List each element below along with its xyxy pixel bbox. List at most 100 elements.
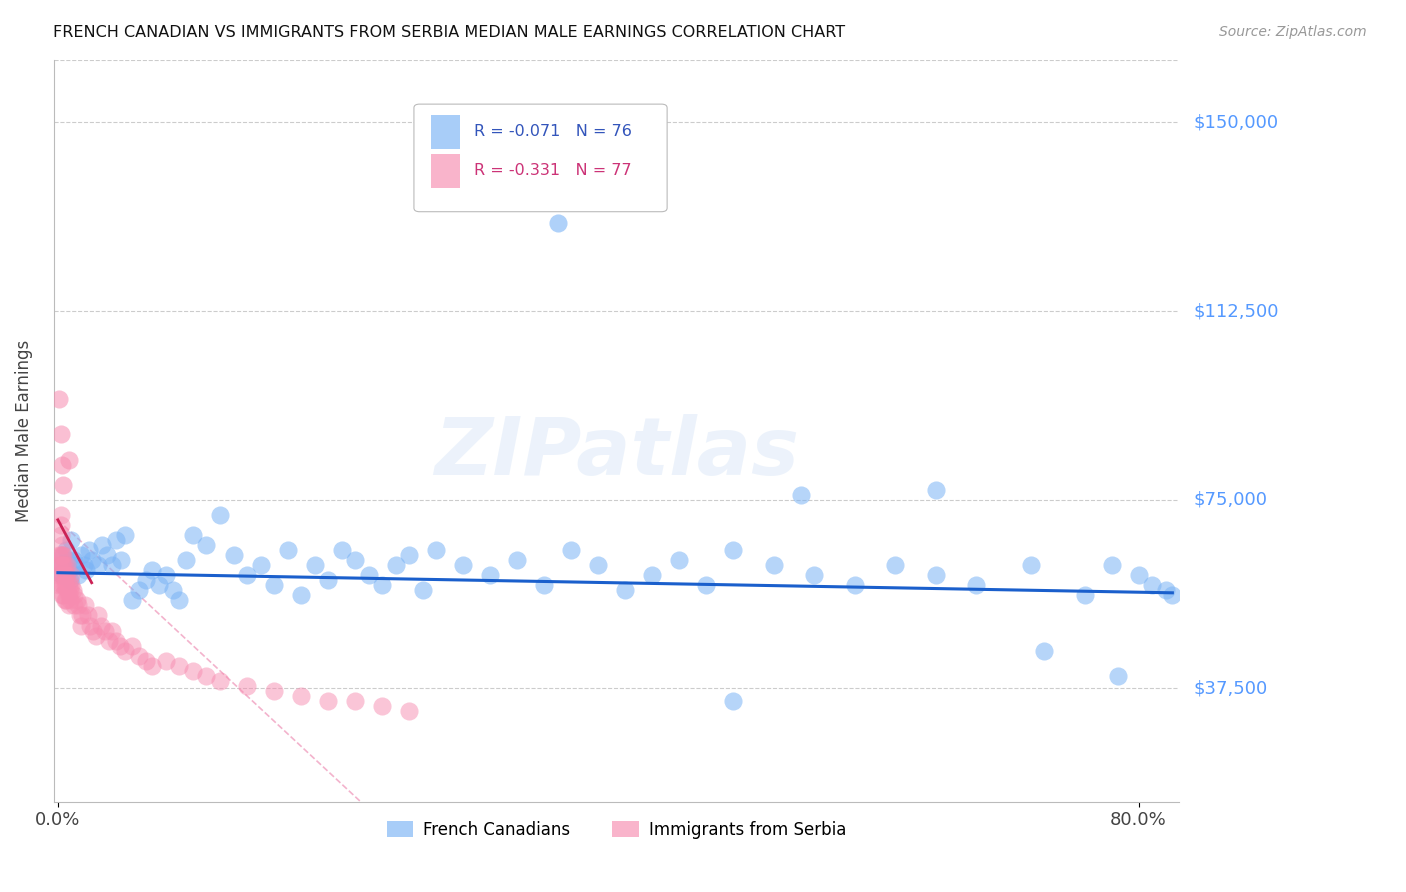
Point bbox=[51, 568, 73, 582]
Text: $75,000: $75,000 bbox=[1194, 491, 1267, 508]
Point bbox=[51, 548, 73, 562]
Point bbox=[316, 573, 339, 587]
Point bbox=[384, 558, 406, 573]
Point bbox=[641, 568, 664, 582]
Point bbox=[614, 583, 637, 598]
Point bbox=[249, 558, 271, 573]
Point bbox=[1161, 588, 1184, 602]
Point bbox=[58, 588, 80, 602]
Bar bbox=[430, 153, 460, 188]
Point bbox=[79, 618, 101, 632]
Point bbox=[966, 578, 988, 592]
Point bbox=[263, 578, 285, 592]
Point bbox=[803, 568, 825, 582]
Point bbox=[77, 543, 100, 558]
Point bbox=[208, 673, 231, 688]
Point bbox=[70, 548, 93, 562]
Point bbox=[59, 583, 82, 598]
Point bbox=[56, 558, 79, 573]
Point bbox=[236, 679, 259, 693]
Point bbox=[1073, 588, 1095, 602]
Point bbox=[104, 533, 127, 547]
Point bbox=[52, 578, 75, 592]
Point bbox=[70, 608, 93, 623]
Y-axis label: Median Male Earnings: Median Male Earnings bbox=[15, 340, 32, 522]
Point bbox=[51, 538, 73, 552]
Point bbox=[55, 543, 77, 558]
Point bbox=[53, 568, 76, 582]
Point bbox=[236, 568, 259, 582]
Point bbox=[357, 568, 380, 582]
Point bbox=[668, 553, 690, 567]
Point bbox=[560, 543, 582, 558]
Point bbox=[56, 553, 79, 567]
Point bbox=[506, 553, 529, 567]
Point bbox=[141, 658, 163, 673]
Point bbox=[49, 558, 72, 573]
Text: Source: ZipAtlas.com: Source: ZipAtlas.com bbox=[1219, 25, 1367, 39]
Point bbox=[1154, 583, 1177, 598]
Point bbox=[55, 568, 77, 582]
Point bbox=[58, 578, 80, 592]
Point bbox=[51, 578, 73, 592]
Point bbox=[52, 588, 75, 602]
Point bbox=[479, 568, 502, 582]
Point bbox=[195, 538, 218, 552]
Point bbox=[762, 558, 785, 573]
Point bbox=[48, 568, 70, 582]
Point bbox=[398, 704, 420, 718]
Point bbox=[48, 548, 70, 562]
Point bbox=[73, 599, 96, 613]
Point bbox=[155, 568, 177, 582]
Point bbox=[114, 643, 136, 657]
Point bbox=[56, 568, 79, 582]
Point bbox=[101, 558, 124, 573]
Point bbox=[72, 558, 94, 573]
Point bbox=[695, 578, 717, 592]
Point bbox=[135, 573, 157, 587]
Point bbox=[222, 548, 245, 562]
Point bbox=[169, 658, 191, 673]
Point bbox=[63, 553, 86, 567]
Point bbox=[412, 583, 434, 598]
Point bbox=[1128, 568, 1150, 582]
Point bbox=[723, 694, 745, 708]
Point bbox=[51, 568, 73, 582]
Point bbox=[121, 593, 143, 607]
Point bbox=[52, 548, 75, 562]
Point bbox=[60, 533, 83, 547]
Point bbox=[65, 558, 87, 573]
Point bbox=[304, 558, 326, 573]
Point bbox=[398, 548, 420, 562]
Text: $150,000: $150,000 bbox=[1194, 113, 1278, 131]
Point bbox=[425, 543, 447, 558]
Point bbox=[56, 583, 79, 598]
Point bbox=[63, 599, 86, 613]
Point bbox=[60, 578, 83, 592]
Point bbox=[104, 633, 127, 648]
Point bbox=[110, 553, 132, 567]
Point bbox=[87, 558, 110, 573]
Point bbox=[49, 508, 72, 522]
Point bbox=[174, 553, 197, 567]
Point bbox=[66, 593, 89, 607]
Point bbox=[108, 639, 131, 653]
Text: $37,500: $37,500 bbox=[1194, 680, 1267, 698]
Point bbox=[49, 517, 72, 532]
Point bbox=[263, 684, 285, 698]
Point bbox=[128, 648, 150, 663]
Point bbox=[55, 593, 77, 607]
Point bbox=[49, 427, 72, 442]
Point bbox=[141, 563, 163, 577]
Point bbox=[181, 664, 204, 678]
Point bbox=[67, 568, 90, 582]
Point bbox=[52, 558, 75, 573]
Point bbox=[75, 563, 97, 577]
Point bbox=[790, 488, 813, 502]
Point bbox=[49, 528, 72, 542]
Point bbox=[195, 669, 218, 683]
Point bbox=[48, 578, 70, 592]
Text: $112,500: $112,500 bbox=[1194, 302, 1278, 320]
Point bbox=[451, 558, 474, 573]
Point bbox=[101, 624, 124, 638]
